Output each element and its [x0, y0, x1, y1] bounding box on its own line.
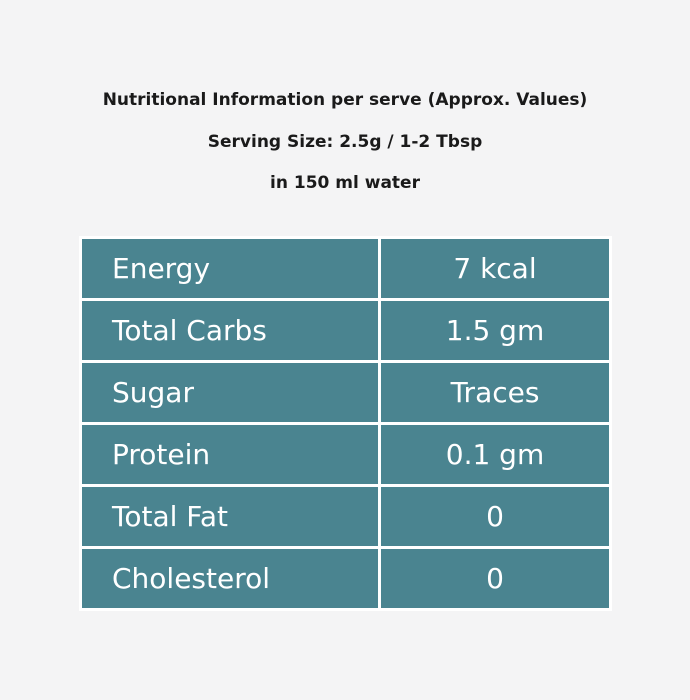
dilution: in 150 ml water [270, 173, 420, 193]
nutrient-value: Traces [378, 360, 612, 425]
nutrient-name: Energy [79, 236, 381, 301]
table-row: Total Fat 0 [79, 484, 612, 549]
table-row: Protein 0.1 gm [79, 422, 612, 487]
table-row: Cholesterol 0 [79, 546, 612, 611]
table-row: Energy 7 kcal [79, 236, 612, 301]
serving-size: Serving Size: 2.5g / 1-2 Tbsp [207, 132, 483, 152]
nutrient-name: Sugar [79, 360, 381, 425]
nutrient-name: Cholesterol [79, 546, 381, 611]
table-row: Sugar Traces [79, 360, 612, 425]
table-row: Total Carbs 1.5 gm [79, 298, 612, 363]
nutrient-value: 0.1 gm [378, 422, 612, 487]
nutrient-name: Total Fat [79, 484, 381, 549]
nutrient-value: 7 kcal [378, 236, 612, 301]
nutrition-table: Energy 7 kcal Total Carbs 1.5 gm Sugar Traces… [79, 236, 612, 611]
nutrient-name: Protein [79, 422, 381, 487]
nutrient-value: 1.5 gm [378, 298, 612, 363]
title: Nutritional Information per serve (Appro… [102, 90, 588, 110]
nutrient-name: Total Carbs [79, 298, 381, 363]
nutrient-value: 0 [378, 546, 612, 611]
nutrient-value: 0 [378, 484, 612, 549]
